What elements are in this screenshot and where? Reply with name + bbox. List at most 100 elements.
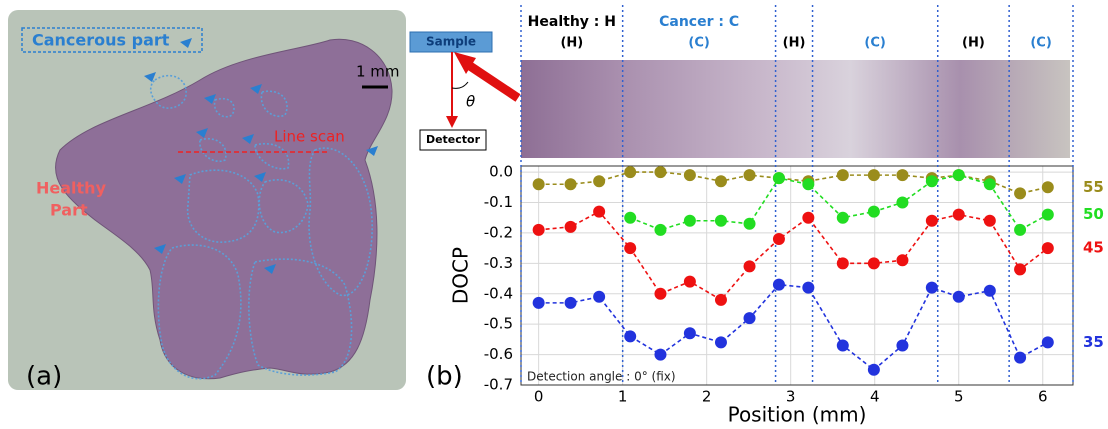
region-label: (H) <box>560 36 583 51</box>
y-axis-title: DOCP <box>449 247 473 304</box>
y-tick-label: -0.4 <box>484 284 513 302</box>
data-point <box>772 233 785 245</box>
data-point <box>624 242 637 255</box>
panel-a: Cancerous part 1 mm Line scan Healthy Pa… <box>8 10 406 392</box>
angle-label: θ <box>466 93 475 111</box>
data-point <box>1041 242 1054 255</box>
angle-arc <box>451 81 469 89</box>
y-tick-label: -0.7 <box>484 376 513 394</box>
x-axis-title: Position (mm) <box>728 403 867 427</box>
data-point <box>683 327 696 340</box>
detector-box <box>419 129 487 151</box>
data-point <box>867 363 880 376</box>
line-scan-label: Line scan <box>274 128 345 146</box>
plot: 0.0 -0.1 -0.2 -0.3 -0.4 -0.5 -0.6 -0.7 0 1 2 3 4 5 6 He… <box>426 5 1108 427</box>
y-tick-label: -0.1 <box>484 193 513 211</box>
data-point <box>593 175 606 188</box>
region-label: (C) <box>1030 36 1051 51</box>
data-point <box>1014 223 1027 236</box>
detector-label: Detector <box>426 133 481 146</box>
healthy-label: Healthy <box>36 179 107 198</box>
data-point <box>983 178 996 191</box>
y-tick-label: -0.2 <box>484 223 513 241</box>
data-point <box>532 296 545 309</box>
data-point <box>802 178 815 191</box>
data-point <box>743 217 756 230</box>
data-point <box>836 169 849 182</box>
cancer-outlines <box>149 74 373 380</box>
data-point <box>714 336 727 349</box>
data-point <box>952 208 965 221</box>
arrow-head <box>446 116 458 128</box>
data-point <box>743 169 756 182</box>
data-point <box>1014 351 1027 364</box>
sample-label: Sample <box>426 35 476 49</box>
data-point <box>624 166 637 179</box>
x-tick-label: 5 <box>954 388 964 406</box>
data-point <box>867 205 880 218</box>
panel-label: (a) <box>26 362 62 392</box>
data-point <box>836 257 849 270</box>
data-point <box>867 257 880 270</box>
data-point <box>772 172 785 185</box>
data-point <box>683 169 696 182</box>
y-tick-label: -0.5 <box>484 315 513 333</box>
data-point <box>925 214 938 227</box>
data-point <box>743 260 756 273</box>
data-point <box>654 287 667 300</box>
data-point <box>896 339 909 352</box>
data-point <box>532 178 545 191</box>
x-tick-label: 2 <box>702 388 712 406</box>
data-point <box>683 275 696 288</box>
data-point <box>714 293 727 306</box>
legend-label: 45 ° <box>1083 239 1108 257</box>
y-tick-label: -0.6 <box>484 345 513 363</box>
x-tick-label: 1 <box>618 388 628 406</box>
panel-label: (b) <box>426 362 463 392</box>
cancerous-label: Cancerous part <box>32 31 170 50</box>
data-point <box>624 211 637 224</box>
data-point <box>925 281 938 294</box>
x-tick-label: 3 <box>786 388 796 406</box>
data-point <box>896 169 909 182</box>
region-label: (C) <box>864 36 885 51</box>
data-point <box>593 290 606 303</box>
x-tick-label: 0 <box>534 388 544 406</box>
data-point <box>1014 263 1027 276</box>
annotation: Detection angle : 0° (fix) <box>527 370 676 384</box>
region-label: (H) <box>783 36 806 51</box>
data-point <box>925 175 938 188</box>
incident-beam <box>467 62 521 102</box>
data-point <box>654 166 667 179</box>
data-point <box>836 339 849 352</box>
x-tick-label: 4 <box>870 388 880 406</box>
x-tick-label: 6 <box>1038 388 1048 406</box>
region-label: (H) <box>962 36 985 51</box>
data-point <box>564 220 577 233</box>
y-tick-label: 0.0 <box>489 163 513 181</box>
data-point <box>867 169 880 182</box>
tissue-strip <box>521 60 1070 158</box>
data-point <box>532 223 545 236</box>
data-point <box>836 211 849 224</box>
healthy-label: Part <box>50 201 88 220</box>
data-point <box>802 281 815 294</box>
data-point <box>983 284 996 297</box>
data-point <box>564 296 577 309</box>
legend-label: 35 ° <box>1083 333 1108 351</box>
data-point <box>952 290 965 303</box>
region-title: Cancer : C <box>659 14 739 30</box>
tissue <box>54 38 393 380</box>
data-point <box>654 223 667 236</box>
diagram: Sample θ Detector <box>409 31 521 151</box>
plot-area <box>521 166 1073 385</box>
data-point <box>683 214 696 227</box>
legend-label: 50 ° <box>1083 205 1108 223</box>
data-point <box>802 211 815 224</box>
region-title: Healthy : H <box>528 14 616 30</box>
data-point <box>714 175 727 188</box>
arrow-head <box>454 52 476 74</box>
data-point <box>952 169 965 182</box>
data-point <box>624 330 637 343</box>
